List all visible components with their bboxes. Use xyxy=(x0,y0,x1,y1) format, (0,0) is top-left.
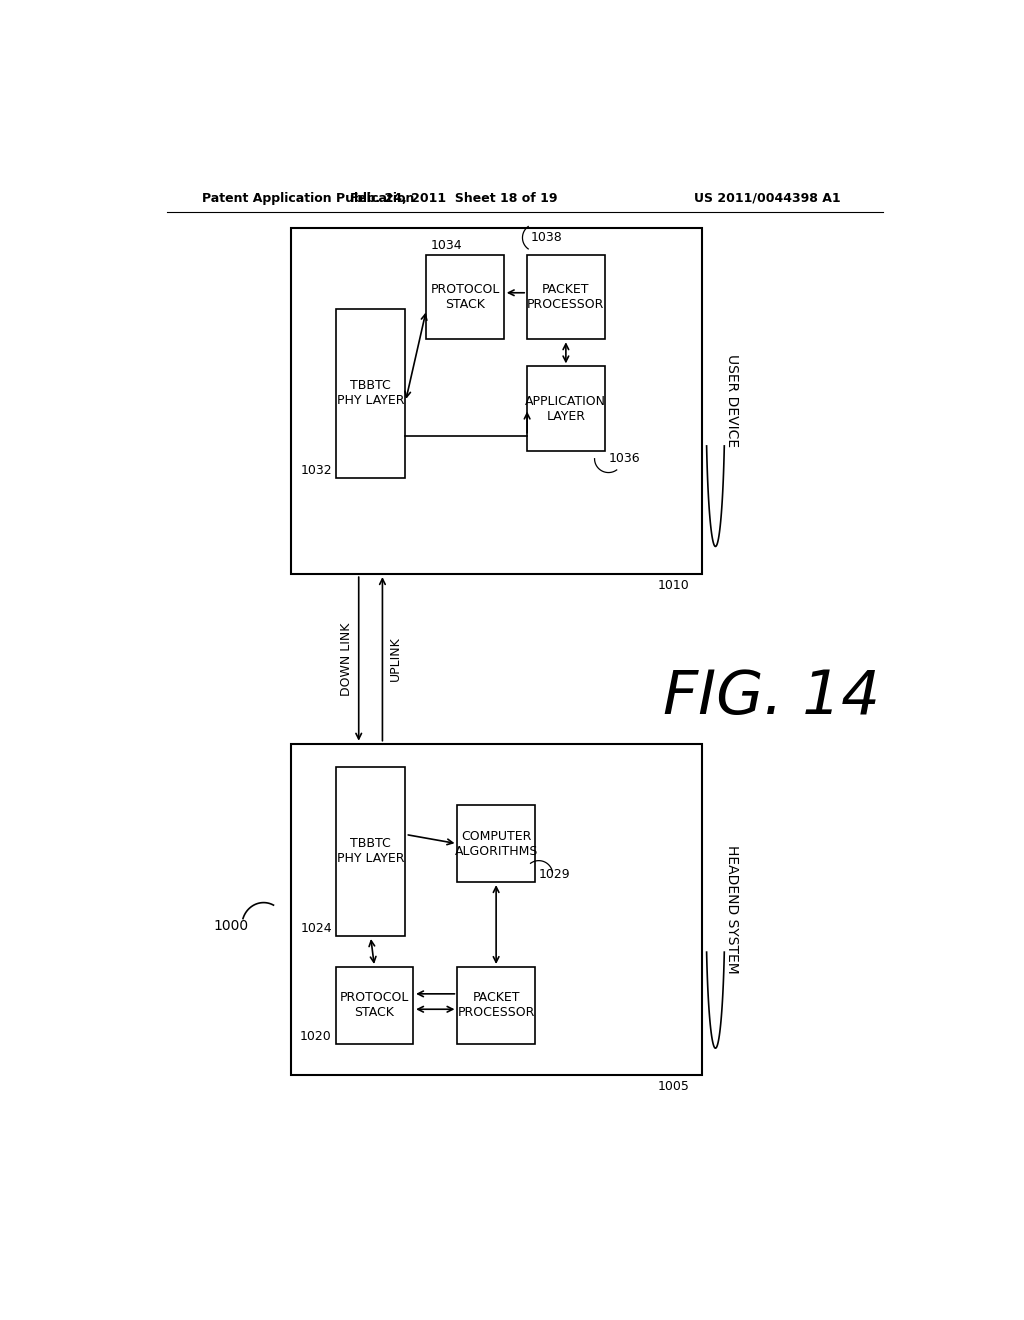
Text: DOWN LINK: DOWN LINK xyxy=(340,622,352,696)
Bar xyxy=(291,227,701,574)
Text: TBBTC
PHY LAYER: TBBTC PHY LAYER xyxy=(337,379,404,408)
Bar xyxy=(458,805,535,882)
Text: PACKET
PROCESSOR: PACKET PROCESSOR xyxy=(458,991,535,1019)
Bar xyxy=(426,255,504,339)
Text: HEADEND SYSTEM: HEADEND SYSTEM xyxy=(725,845,739,974)
Text: Feb. 24, 2011  Sheet 18 of 19: Feb. 24, 2011 Sheet 18 of 19 xyxy=(350,191,557,205)
Bar xyxy=(336,966,414,1044)
Bar xyxy=(527,255,604,339)
Text: 1038: 1038 xyxy=(531,231,563,244)
Text: 1029: 1029 xyxy=(539,869,570,880)
Text: 1005: 1005 xyxy=(658,1080,690,1093)
Bar xyxy=(458,966,535,1044)
Text: 1020: 1020 xyxy=(300,1030,332,1043)
Text: TBBTC
PHY LAYER: TBBTC PHY LAYER xyxy=(337,837,404,866)
Bar xyxy=(336,309,406,478)
Text: COMPUTER
ALGORITHMS: COMPUTER ALGORITHMS xyxy=(455,830,538,858)
Text: UPLINK: UPLINK xyxy=(389,636,401,681)
Text: 1000: 1000 xyxy=(213,919,248,933)
Text: 1024: 1024 xyxy=(300,921,332,935)
Text: PROTOCOL
STACK: PROTOCOL STACK xyxy=(430,282,500,312)
Text: 1036: 1036 xyxy=(608,453,640,465)
Text: 1010: 1010 xyxy=(658,579,690,593)
Bar xyxy=(336,767,406,936)
Text: US 2011/0044398 A1: US 2011/0044398 A1 xyxy=(693,191,841,205)
Text: PACKET
PROCESSOR: PACKET PROCESSOR xyxy=(527,282,604,312)
Text: 1032: 1032 xyxy=(300,463,332,477)
Bar xyxy=(527,367,604,451)
Text: PROTOCOL
STACK: PROTOCOL STACK xyxy=(340,991,410,1019)
Text: Patent Application Publication: Patent Application Publication xyxy=(202,191,414,205)
Text: APPLICATION
LAYER: APPLICATION LAYER xyxy=(525,395,606,422)
Text: FIG. 14: FIG. 14 xyxy=(663,668,880,727)
Bar xyxy=(291,743,701,1074)
Text: 1034: 1034 xyxy=(430,239,462,252)
Text: USER DEVICE: USER DEVICE xyxy=(725,354,739,447)
